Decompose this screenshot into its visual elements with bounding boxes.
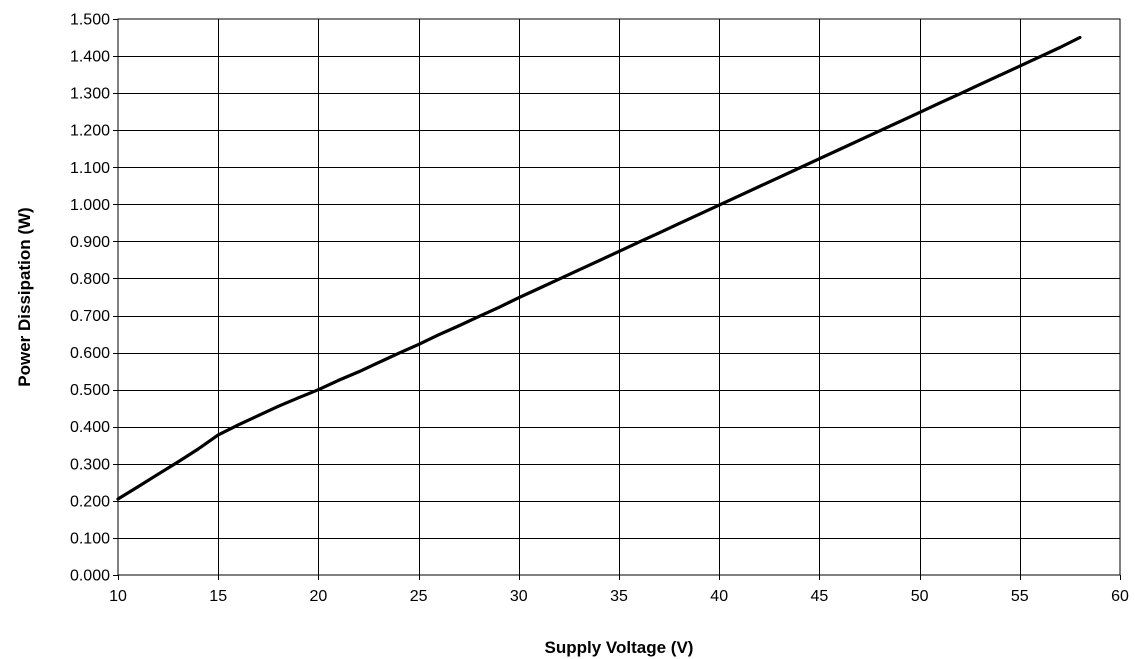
data-point (677, 222, 681, 226)
tick-marks (113, 19, 1121, 580)
x-tick-label: 60 (1111, 588, 1129, 605)
data-point (818, 157, 821, 161)
x-axis-tick-labels: 10 15 20 25 30 35 40 45 50 55 60 (109, 588, 1129, 605)
gridlines (118, 19, 1120, 575)
data-point (657, 231, 661, 235)
y-tick-label: 0.700 (70, 308, 110, 325)
data-point (838, 148, 841, 151)
x-axis-title: Supply Voltage (V) (545, 638, 694, 657)
data-point (557, 277, 561, 281)
data-point (637, 240, 641, 244)
data-point (437, 333, 440, 337)
data-point (357, 370, 360, 374)
data-point (517, 296, 521, 300)
y-tick-label: 0.900 (70, 234, 110, 251)
data-point (176, 460, 180, 464)
data-point (938, 101, 941, 105)
data-point (537, 287, 541, 290)
data-point (457, 324, 461, 328)
data-point (337, 379, 340, 382)
data-point (918, 111, 921, 114)
data-point (577, 268, 581, 272)
x-tick-label: 35 (610, 588, 628, 605)
y-tick-label: 0.800 (70, 271, 110, 288)
y-axis-tick-labels: 0.000 0.100 0.200 0.300 0.400 0.500 0.600 0.700… (70, 12, 110, 585)
y-tick-label: 1.300 (70, 86, 110, 103)
data-point (1018, 64, 1022, 68)
data-point (216, 433, 220, 437)
data-point (998, 73, 1002, 77)
data-point (116, 497, 120, 501)
data-point (317, 388, 320, 392)
x-tick-label: 50 (911, 588, 929, 605)
x-tick-label: 20 (310, 588, 328, 605)
x-tick-label: 45 (811, 588, 829, 605)
y-axis-title: Power Dissipation (W) (15, 207, 34, 386)
data-point (958, 92, 962, 96)
y-tick-label: 0.400 (70, 419, 110, 436)
data-point (377, 361, 380, 364)
y-tick-label: 0.000 (70, 568, 110, 585)
data-point (798, 166, 801, 170)
data-point (397, 351, 400, 355)
data-point (256, 414, 260, 417)
data-point (757, 185, 761, 188)
y-tick-label: 1.500 (70, 12, 110, 29)
y-tick-label: 1.200 (70, 123, 110, 140)
data-point (1078, 36, 1082, 39)
x-tick-label: 25 (410, 588, 428, 605)
data-point (617, 250, 621, 253)
data-point (898, 120, 901, 124)
series-layer (116, 35, 1082, 501)
y-tick-label: 0.200 (70, 493, 110, 510)
data-point (136, 485, 140, 489)
x-tick-label: 55 (1011, 588, 1029, 605)
y-tick-label: 0.100 (70, 530, 110, 547)
data-point (737, 194, 741, 198)
data-point (697, 212, 701, 216)
data-point (156, 472, 160, 476)
x-tick-label: 10 (109, 588, 127, 605)
y-tick-label: 1.100 (70, 160, 110, 177)
data-point (196, 447, 200, 451)
y-tick-label: 0.600 (70, 345, 110, 362)
data-point (276, 404, 280, 408)
data-point (978, 83, 982, 86)
data-point (417, 343, 420, 346)
y-tick-label: 1.400 (70, 49, 110, 66)
data-point (477, 315, 481, 318)
series-line (116, 35, 1082, 501)
data-point (717, 203, 721, 207)
data-point (1038, 55, 1042, 59)
data-point (497, 306, 501, 309)
y-tick-label: 0.500 (70, 382, 110, 399)
x-tick-label: 40 (710, 588, 728, 605)
data-point (777, 175, 781, 179)
data-point (878, 129, 881, 133)
data-point (236, 423, 240, 427)
data-point (597, 259, 601, 263)
x-tick-label: 30 (510, 588, 528, 605)
y-tick-label: 0.300 (70, 456, 110, 473)
data-point (858, 138, 861, 142)
y-tick-label: 1.000 (70, 197, 110, 214)
x-tick-label: 15 (209, 588, 227, 605)
data-point (297, 396, 300, 400)
data-point (1058, 46, 1062, 49)
